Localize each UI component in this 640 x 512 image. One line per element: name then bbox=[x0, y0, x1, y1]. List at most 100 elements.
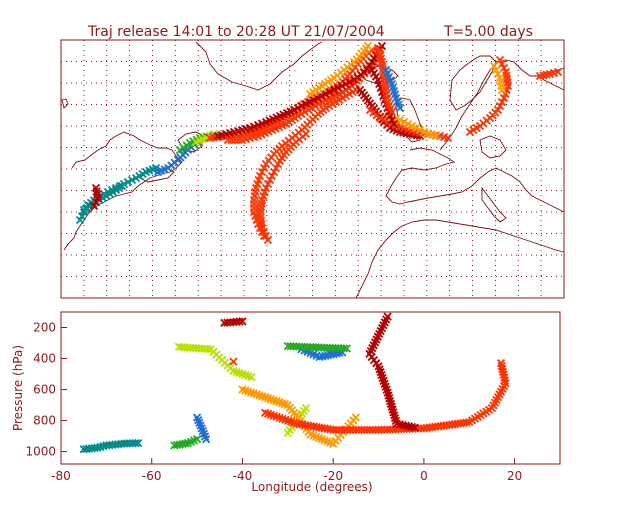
x-tick-label: -40 bbox=[233, 469, 253, 483]
pressure-trajectories bbox=[79, 312, 510, 454]
trajectory-marker bbox=[337, 81, 347, 91]
trajectory-marker bbox=[411, 123, 421, 133]
trajectory-marker bbox=[263, 179, 273, 189]
pressure-frame bbox=[60, 311, 561, 465]
trajectory-marker bbox=[375, 113, 385, 123]
trajectory-marker bbox=[301, 129, 311, 139]
trajectory-marker bbox=[117, 181, 127, 191]
trajectory-marker bbox=[317, 91, 327, 101]
y-tick-label: 600 bbox=[33, 383, 56, 397]
trajectory-marker bbox=[496, 359, 506, 368]
trajectory-marker bbox=[403, 119, 413, 129]
map-trajectories bbox=[75, 41, 563, 245]
trajectory-marker bbox=[325, 87, 335, 97]
coastline-north-america bbox=[61, 98, 183, 251]
x-axis-label: Longitude (degrees) bbox=[251, 480, 372, 494]
x-axis: -80 -60 -40 -20 0 20 bbox=[51, 458, 522, 483]
trajectory-marker bbox=[123, 177, 133, 187]
coastline-africa bbox=[355, 219, 565, 299]
trajectory-marker bbox=[259, 163, 269, 173]
coastline-greenland bbox=[195, 41, 323, 91]
trajectory-marker bbox=[385, 111, 395, 121]
trajectory-marker bbox=[301, 404, 311, 413]
trajectory-marker bbox=[263, 235, 273, 245]
map-panel bbox=[60, 39, 565, 299]
trajectory-marker bbox=[127, 175, 137, 185]
trajectory-marker bbox=[133, 438, 143, 448]
trajectory-marker bbox=[395, 103, 405, 113]
trajectory-marker bbox=[267, 171, 277, 181]
trajectory-marker bbox=[399, 117, 409, 127]
trajectory-marker bbox=[297, 101, 307, 111]
trajectory-marker bbox=[181, 439, 190, 448]
trajectory-marker bbox=[465, 127, 475, 137]
trajectory-marker bbox=[342, 344, 351, 353]
trajectory-marker bbox=[238, 317, 247, 326]
trajectory-marker bbox=[261, 231, 271, 241]
trajectory-marker bbox=[410, 423, 419, 432]
trajectory-marker bbox=[93, 193, 103, 203]
trajectory-marker bbox=[333, 83, 343, 93]
trajectory-marker bbox=[389, 119, 399, 129]
x-tick-label: 20 bbox=[507, 469, 522, 483]
trajectory-marker bbox=[229, 357, 238, 366]
trajectory-marker bbox=[289, 105, 299, 115]
coastline-scandinavia bbox=[449, 55, 497, 111]
trajectory-marker bbox=[499, 93, 509, 103]
trajectory-marker bbox=[443, 133, 453, 143]
map-frame bbox=[60, 39, 565, 299]
trajectory-marker bbox=[309, 95, 319, 105]
trajectory-marker bbox=[495, 101, 505, 111]
x-tick-label: 0 bbox=[420, 469, 428, 483]
trajectory-marker bbox=[89, 201, 99, 211]
y-axis-label: Pressure (hPa) bbox=[11, 345, 25, 431]
trajectory-marker bbox=[203, 344, 212, 354]
y-tick-label: 400 bbox=[33, 352, 56, 366]
trajectory-marker bbox=[151, 163, 161, 173]
x-tick-label: -80 bbox=[51, 469, 71, 483]
y-tick-label: 800 bbox=[33, 414, 56, 428]
trajectory-marker bbox=[341, 79, 351, 89]
trajectory-marker bbox=[407, 121, 417, 131]
trajectory-marker bbox=[255, 171, 265, 181]
pressure-panel: -80 -60 -40 -20 0 20 200 400 600 800 1000 Longitu… bbox=[11, 311, 561, 494]
trajectory-marker bbox=[497, 97, 507, 107]
trajectory-marker bbox=[499, 63, 509, 73]
trajectory-marker bbox=[351, 413, 361, 422]
trajectory-marker bbox=[293, 103, 303, 113]
trajectory-marker bbox=[553, 67, 563, 77]
trajectory-marker bbox=[261, 183, 271, 193]
trajectory-marker bbox=[377, 41, 387, 51]
y-axis: 200 400 600 800 1000 bbox=[25, 321, 67, 459]
x-tick-label: -60 bbox=[142, 469, 162, 483]
trajectory-marker bbox=[259, 227, 269, 237]
trajectory-marker bbox=[192, 435, 202, 444]
trajectory-marker bbox=[497, 85, 507, 95]
trajectory-marker bbox=[202, 435, 211, 444]
y-tick-label: 1000 bbox=[25, 445, 56, 459]
trajectory-marker bbox=[493, 69, 503, 79]
trajectory-marker bbox=[431, 131, 441, 141]
trajectory-marker bbox=[321, 89, 331, 99]
trajectory-marker bbox=[497, 59, 507, 69]
map-grid bbox=[61, 40, 564, 298]
trajectory-marker bbox=[305, 97, 315, 107]
trajectory-marker bbox=[131, 439, 140, 448]
coastline-italy bbox=[481, 186, 507, 223]
trajectory-marker bbox=[387, 107, 397, 117]
trajectory-marker bbox=[363, 41, 373, 51]
trajectory-marker bbox=[265, 175, 275, 185]
trajectory-marker bbox=[395, 115, 405, 125]
trajectory-marker bbox=[489, 61, 499, 71]
y-tick-label: 200 bbox=[33, 321, 56, 335]
trajectory-marker bbox=[387, 115, 397, 125]
trajectory-marker bbox=[462, 418, 471, 427]
x-tick-label: -20 bbox=[323, 469, 343, 483]
trajectory-marker bbox=[345, 77, 355, 87]
trajectory-marker bbox=[329, 85, 339, 95]
trajectory-marker bbox=[257, 167, 267, 177]
trajectory-marker bbox=[495, 55, 505, 65]
duration-label: T=5.00 days bbox=[443, 24, 533, 40]
trajectory-marker bbox=[339, 344, 349, 353]
